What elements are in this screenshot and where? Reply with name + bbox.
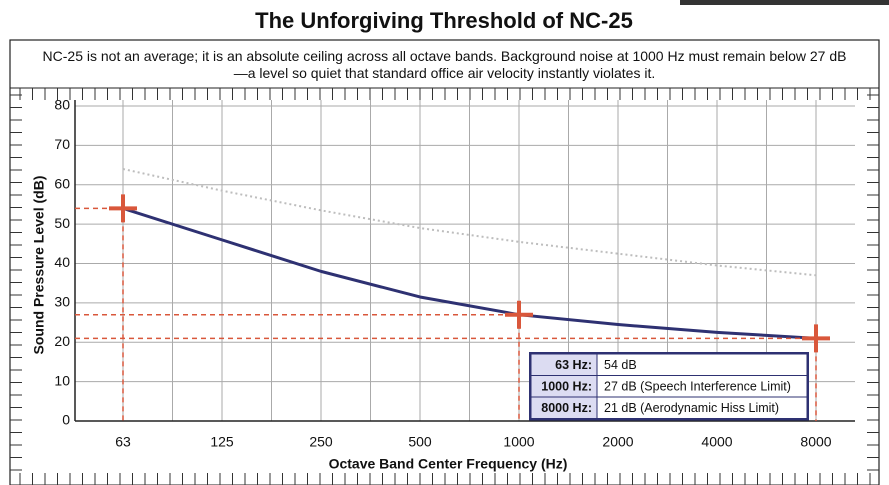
annotation-value-label: 21 dB (Aerodynamic Hiss Limit)	[604, 401, 779, 415]
y-tick-label: 10	[54, 372, 70, 388]
chart-title: The Unforgiving Threshold of NC-25	[255, 8, 633, 33]
highlight-marker	[505, 300, 533, 329]
x-tick-label: 250	[309, 434, 333, 450]
annotation-value-label: 54 dB	[604, 358, 637, 372]
annotation-value-label: 27 dB (Speech Interference Limit)	[604, 380, 791, 394]
annotation-label: 63 Hz:	[555, 358, 592, 372]
x-tick-label: 8000	[800, 434, 831, 450]
series-line	[122, 168, 817, 277]
series-line	[122, 206, 817, 340]
annotation-label: 1000 Hz:	[541, 380, 592, 394]
y-tick-label: 50	[54, 215, 70, 231]
top-bar	[680, 0, 889, 5]
annotation-value-cell	[596, 396, 808, 419]
x-tick-label: 63	[115, 434, 131, 450]
y-tick-label: 70	[54, 136, 70, 152]
y-tick-label: 0	[62, 412, 70, 428]
y-tick-label: 60	[54, 175, 70, 191]
y-tick-label: 80	[54, 97, 70, 113]
x-tick-label: 1000	[503, 434, 534, 450]
subtitle: NC-25 is not an average; it is an absolu…	[42, 48, 847, 81]
y-tick-label: 20	[54, 333, 70, 349]
annotation-label: 8000 Hz:	[541, 401, 592, 415]
highlight-marker	[802, 324, 830, 353]
y-tick-label: 40	[54, 254, 70, 270]
y-tick-label: 30	[54, 294, 70, 310]
y-axis-label: Sound Pressure Level (dB)	[31, 176, 47, 355]
highlight-marker	[109, 194, 137, 223]
x-axis-label: Octave Band Center Frequency (Hz)	[329, 456, 568, 472]
x-tick-label: 125	[210, 434, 234, 450]
x-tick-label: 4000	[701, 434, 732, 450]
x-tick-label: 2000	[602, 434, 633, 450]
x-tick-label: 500	[408, 434, 432, 450]
